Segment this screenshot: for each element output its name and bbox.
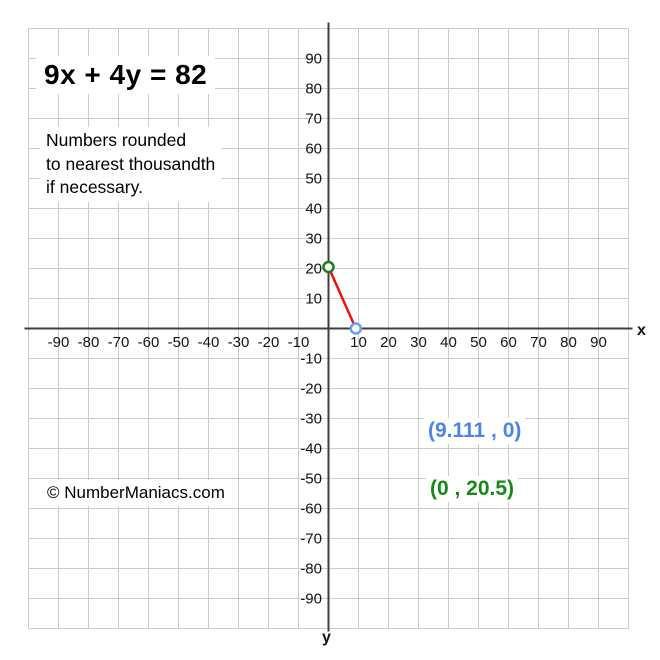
x-tick-label: 80 — [560, 334, 577, 351]
y-tick-label: 80 — [305, 81, 322, 98]
x-axis-letter: x — [637, 322, 646, 339]
x-tick-label: 40 — [440, 334, 457, 351]
y-tick-label: -80 — [300, 561, 322, 578]
y-tick-label: 40 — [305, 201, 322, 218]
y-tick-label: -30 — [300, 411, 322, 428]
copyright-text: © NumberManiacs.com — [42, 480, 230, 506]
y-tick-label: -50 — [300, 471, 322, 488]
y-intercept-point — [322, 260, 335, 274]
y-tick-label: 50 — [305, 171, 322, 188]
y-tick-label: 90 — [305, 51, 322, 68]
x-tick-label: -20 — [258, 334, 280, 351]
y-tick-label: 10 — [305, 291, 322, 308]
x-tick-label: -80 — [78, 334, 100, 351]
x-tick-label: -70 — [108, 334, 130, 351]
equation-title: 9x + 4y = 82 — [36, 56, 216, 94]
y-tick-label: -40 — [300, 441, 322, 458]
y-tick-label: -10 — [300, 351, 322, 368]
x-tick-label: -30 — [228, 334, 250, 351]
y-axis-letter: y — [322, 629, 331, 646]
y-tick-label: 70 — [305, 111, 322, 128]
x-tick-label: -50 — [168, 334, 190, 351]
y-tick-label: 30 — [305, 231, 322, 248]
y-tick-label: 60 — [305, 141, 322, 158]
x-tick-label: -10 — [288, 334, 310, 351]
y-tick-label: -70 — [300, 531, 322, 548]
x-tick-label: 90 — [590, 334, 607, 351]
y-tick-label: 20 — [305, 261, 322, 278]
x-tick-label: 50 — [470, 334, 487, 351]
equation-line-segment — [327, 266, 357, 330]
x-tick-label: -60 — [138, 334, 160, 351]
rounding-note-line-3: if necessary. — [46, 177, 143, 197]
x-intercept-point — [349, 322, 363, 335]
y-tick-label: -20 — [300, 381, 322, 398]
x-intercept-label: (9.111 , 0) — [424, 418, 526, 444]
y-tick-label: -60 — [300, 501, 322, 518]
x-tick-label: -40 — [198, 334, 220, 351]
y-tick-label: -90 — [300, 591, 322, 608]
rounding-note-line-1: Numbers rounded — [46, 130, 187, 150]
x-tick-label: -90 — [48, 334, 70, 351]
rounding-note-line-2: to nearest thousandth — [46, 153, 216, 174]
x-tick-label: 20 — [380, 334, 397, 351]
y-intercept-label: (0 , 20.5) — [426, 476, 519, 502]
x-tick-label: 30 — [410, 334, 427, 351]
x-tick-label: 70 — [530, 334, 547, 351]
rounding-note: Numbers rounded to nearest thousandth if… — [40, 127, 222, 202]
x-tick-label: 10 — [350, 334, 367, 351]
x-tick-label: 60 — [500, 334, 517, 351]
